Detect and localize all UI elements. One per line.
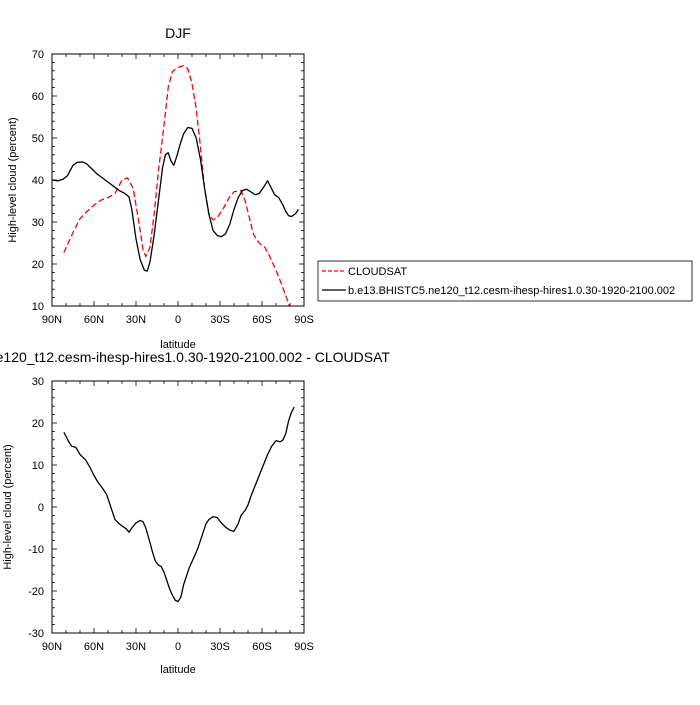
legend-box: [317, 260, 693, 302]
top-y-axis-label: High-level cloud (percent): [7, 117, 19, 242]
legend-label-cloudsat: CLOUDSAT: [348, 266, 407, 278]
bottom-x-tick-label: 60S: [252, 641, 272, 653]
top-x-tick-label: 30S: [210, 314, 230, 326]
bottom-x-tick-label: 30S: [210, 641, 230, 653]
bottom-y-tick-label: -10: [28, 544, 44, 556]
bottom-y-tick-label: 30: [32, 376, 44, 388]
bottom-plot-frame: [51, 380, 305, 634]
bottom-x-tick-label: 90N: [42, 641, 62, 653]
bottom-y-tick-label: 10: [32, 460, 44, 472]
bottom-x-axis-label: latitude: [160, 664, 195, 676]
top-y-tick-label: 30: [32, 217, 44, 229]
bottom-y-tick-label: -20: [28, 586, 44, 598]
top-y-tick-label: 70: [32, 49, 44, 61]
bottom-x-tick-label: 90S: [294, 641, 314, 653]
top-x-tick-label: 0: [175, 314, 181, 326]
top-y-tick-label: 40: [32, 175, 44, 187]
top-x-tick-label: 60N: [84, 314, 104, 326]
bottom-x-tick-label: 30N: [126, 641, 146, 653]
top-y-tick-label: 20: [32, 259, 44, 271]
top-series-line-0: [63, 65, 290, 306]
legend-label-model: b.e13.BHISTC5.ne120_t12.cesm-ihesp-hires…: [348, 285, 675, 297]
bottom-series-line-0: [63, 406, 295, 603]
top-x-tick-label: 90N: [42, 314, 62, 326]
bottom-x-tick-label: 0: [175, 641, 181, 653]
top-chart-title: DJF: [165, 25, 191, 41]
top-x-tick-label: 30N: [126, 314, 146, 326]
legend: CLOUDSAT b.e13.BHISTC5.ne120_t12.cesm-ih…: [317, 260, 693, 302]
top-plot-frame: [51, 53, 305, 307]
top-x-axis-label: latitude: [160, 339, 195, 351]
bottom-y-tick-label: -30: [28, 628, 44, 640]
top-y-tick-label: 10: [32, 301, 44, 313]
top-x-tick-label: 90S: [294, 314, 314, 326]
top-x-tick-label: 60S: [252, 314, 272, 326]
bottom-y-tick-label: 0: [38, 502, 44, 514]
bottom-y-axis-label: High-level cloud (percent): [2, 444, 14, 569]
bottom-y-tick-label: 20: [32, 418, 44, 430]
top-series-line-1: [52, 126, 299, 272]
bottom-panel: C5.ne120_t12.cesm-ihesp-hires1.0.30-1920…: [0, 349, 390, 676]
top-y-tick-label: 50: [32, 133, 44, 145]
top-panel: DJF High-level cloud (percent) latitude …: [7, 25, 314, 351]
bottom-chart-title: C5.ne120_t12.cesm-ihesp-hires1.0.30-1920…: [0, 349, 390, 365]
top-y-tick-label: 60: [32, 91, 44, 103]
bottom-x-tick-label: 60N: [84, 641, 104, 653]
